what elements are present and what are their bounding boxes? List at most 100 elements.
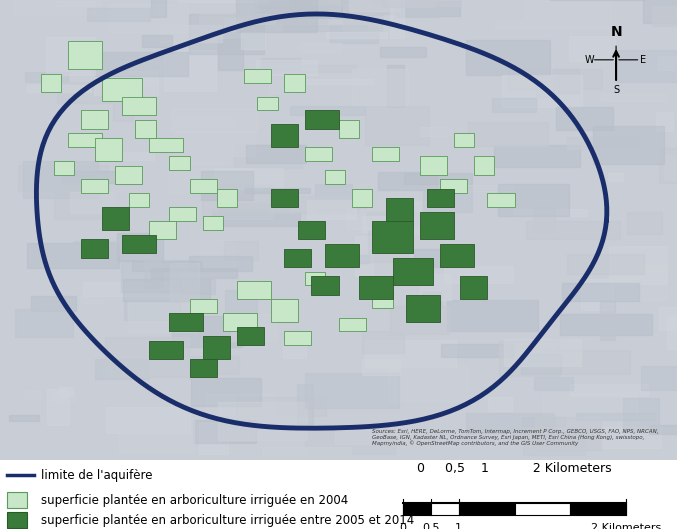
Bar [326,32,387,38]
Bar [177,0,269,2]
Bar [169,168,253,193]
Bar [600,427,661,448]
Bar [365,106,429,145]
Bar [190,299,217,313]
Bar [362,331,403,353]
Bar [9,415,39,421]
Bar [111,61,179,85]
Bar [123,279,209,301]
Bar [609,245,667,284]
Bar [241,32,265,49]
Bar [468,122,548,146]
Bar [466,40,550,75]
Bar [397,1,460,16]
Bar [375,0,431,14]
Bar [325,170,345,184]
Bar [290,106,366,115]
Text: superficie plantée en arboriculture irriguée en 2004: superficie plantée en arboriculture irri… [41,494,348,507]
Bar [202,185,272,219]
Bar [284,331,311,345]
Bar [495,21,523,29]
Bar [420,212,454,239]
Bar [190,257,252,271]
Bar [420,126,451,136]
Bar [121,260,195,291]
Bar [570,384,648,396]
Bar [307,196,366,208]
Bar [122,235,156,253]
Bar [41,74,61,92]
Bar [256,60,317,75]
Bar [169,207,196,221]
Bar [57,83,116,103]
Bar [94,52,188,76]
Bar [269,80,294,93]
Bar [105,337,189,377]
Bar [521,354,561,374]
Bar [612,267,668,300]
Bar [118,418,194,452]
Bar [349,0,399,11]
Bar [600,94,666,102]
Bar [444,266,513,283]
Bar [129,193,149,207]
Bar [146,259,162,287]
Bar [142,35,173,47]
Bar [269,196,358,213]
Bar [440,179,467,193]
Bar [404,0,462,6]
Bar [307,199,356,219]
Bar [593,126,664,165]
Bar [213,212,300,226]
Bar [217,189,237,207]
Bar [236,397,326,416]
Bar [173,117,235,126]
Bar [315,184,352,211]
Bar [563,284,639,302]
Bar [237,281,271,299]
Bar [459,503,515,515]
Bar [152,0,166,17]
Bar [102,78,142,101]
Bar [112,94,133,121]
Text: 0: 0 [399,524,406,529]
Bar [201,170,253,199]
Bar [258,0,340,14]
Bar [7,492,27,508]
Bar [391,306,449,334]
Bar [522,417,565,426]
Bar [440,244,474,267]
Bar [261,58,300,69]
Bar [390,0,404,38]
Bar [600,301,615,340]
Bar [414,249,447,267]
Bar [284,74,305,92]
Bar [206,395,276,415]
Bar [54,161,74,175]
Bar [189,370,209,379]
Bar [283,25,367,31]
Bar [543,393,637,426]
Bar [171,263,199,301]
Bar [225,290,257,317]
Bar [151,268,237,278]
Bar [124,300,180,320]
Bar [18,165,108,190]
Bar [87,8,150,21]
Bar [149,341,183,359]
Bar [366,340,456,367]
Bar [223,313,257,331]
Bar [254,0,326,23]
Bar [460,276,487,299]
Bar [201,240,235,267]
Bar [267,65,356,72]
Bar [81,239,108,258]
Bar [668,316,677,349]
Bar [102,207,129,230]
Bar [305,111,338,129]
Text: E: E [640,55,647,65]
Bar [305,372,399,408]
Bar [641,367,677,390]
Bar [338,120,359,138]
Bar [284,249,311,267]
